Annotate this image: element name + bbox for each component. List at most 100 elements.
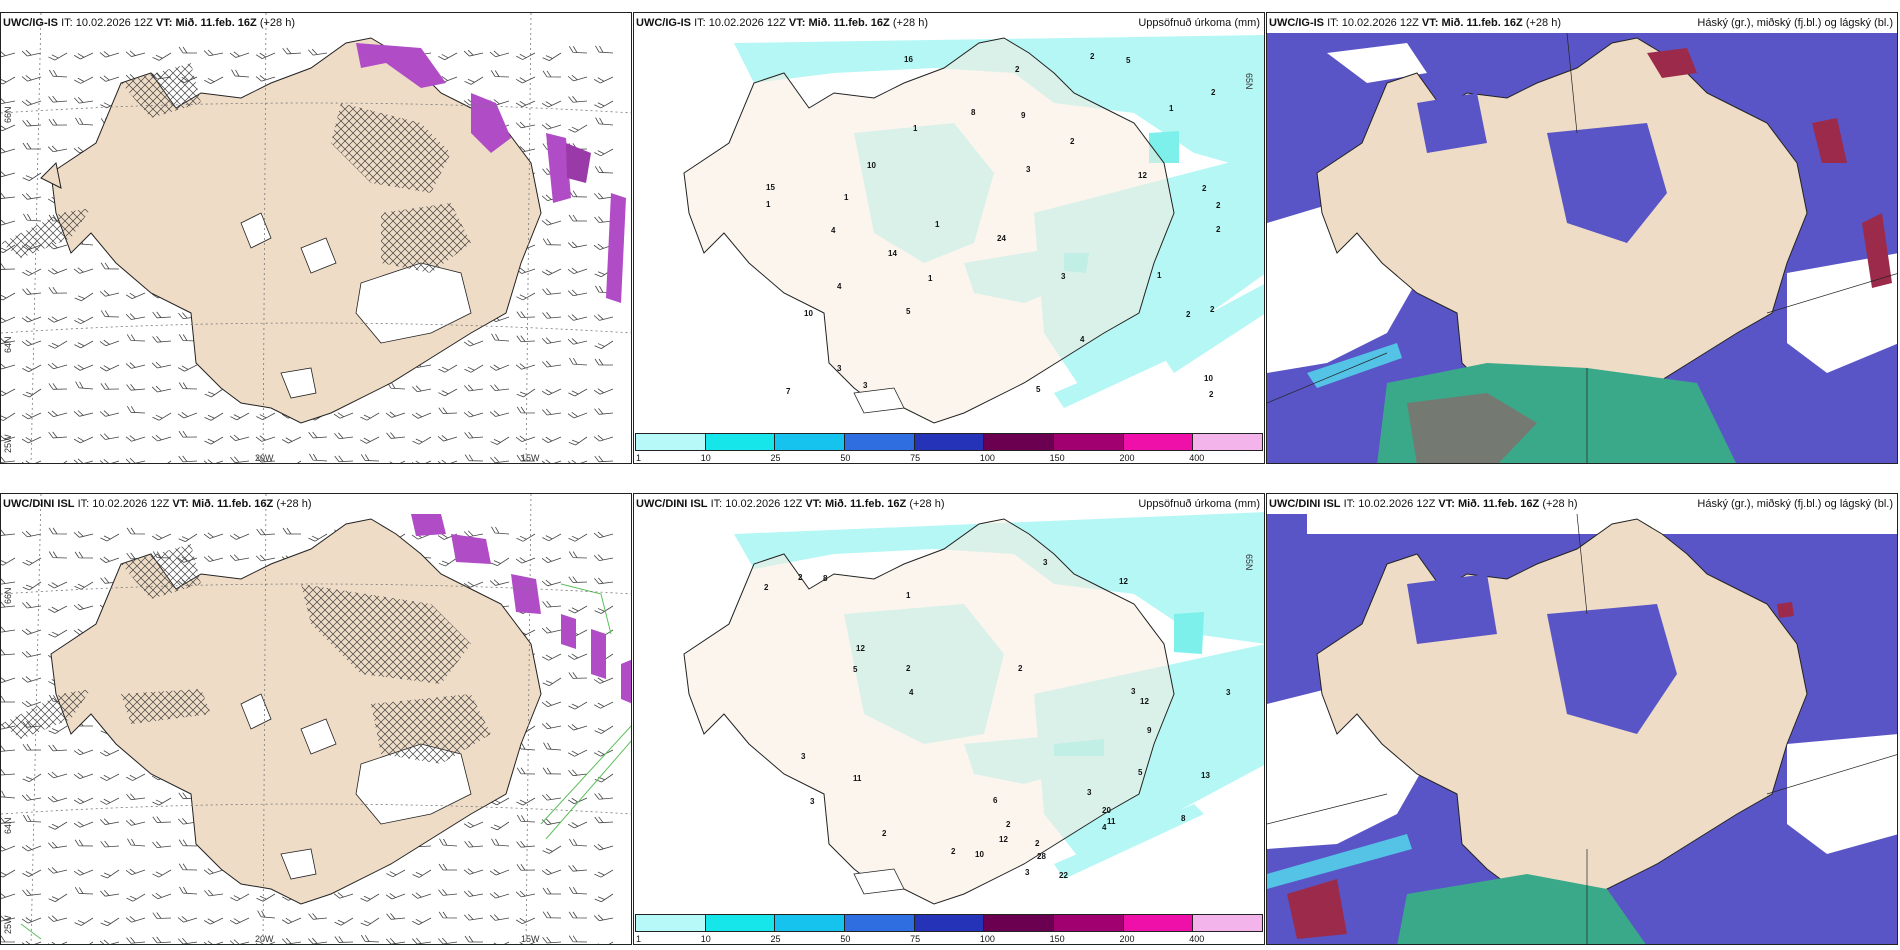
wind-barb <box>22 142 42 150</box>
wind-barb <box>385 411 406 418</box>
wind-barb <box>1 263 16 270</box>
precip-value: 12 <box>1140 697 1149 706</box>
wind-barb <box>230 456 250 463</box>
wind-barb <box>1 869 16 878</box>
wind-barb <box>99 433 120 440</box>
wind-barb <box>541 337 562 344</box>
precip-value: 6 <box>993 796 998 805</box>
wind-barb <box>411 412 432 419</box>
wind-barb <box>126 383 146 391</box>
wind-barb <box>178 937 198 944</box>
wind-barb <box>74 340 94 349</box>
legend-swatch <box>1054 915 1124 931</box>
wind-barb <box>47 410 68 418</box>
precip-value: 9 <box>1147 726 1152 735</box>
wind-barb <box>255 554 276 562</box>
wind-barb <box>48 340 68 349</box>
wind-barb <box>464 76 484 85</box>
wind-barb <box>593 843 614 851</box>
wind-barb <box>490 557 510 567</box>
wind-barb <box>567 241 588 249</box>
wind-barb <box>308 937 328 944</box>
wind-barb <box>99 290 120 297</box>
wind-barb <box>99 339 120 347</box>
wind-barb <box>100 917 120 927</box>
lon-label-15: 15W <box>521 934 540 944</box>
wind-barb <box>463 49 484 57</box>
wind-barb <box>1 648 16 656</box>
lat-label-64: 64N <box>3 817 13 834</box>
wind-barb <box>412 869 432 878</box>
wind-barb <box>73 436 94 444</box>
wind-barb <box>204 889 224 897</box>
wind-barb <box>152 869 172 878</box>
wind-barb <box>333 892 354 899</box>
wind-barb <box>23 814 42 823</box>
wind-barb <box>542 533 562 542</box>
wind-barb <box>541 556 562 564</box>
precip-value: 11 <box>853 774 862 783</box>
wind-barb <box>463 890 484 897</box>
wind-barb <box>48 383 68 390</box>
wind-barb <box>255 435 276 442</box>
it-value: 10.02.2026 12Z <box>75 17 153 29</box>
wind-barb <box>47 795 68 803</box>
vt-label: VT: <box>788 17 806 29</box>
wind-barb <box>48 893 68 903</box>
wind-barb <box>567 289 588 297</box>
wind-barb <box>542 936 562 944</box>
wind-barb <box>204 436 224 445</box>
wind-barb <box>308 913 328 920</box>
wind-barb <box>438 364 458 373</box>
wind-barb <box>1 170 16 178</box>
wind-barb <box>334 936 354 943</box>
wind-barb <box>594 816 614 824</box>
hatch-areas <box>1 63 471 273</box>
vt-label: VT: <box>1438 498 1455 510</box>
wind-barb <box>125 313 146 320</box>
gridlines <box>1 494 631 944</box>
wind-barb <box>541 793 562 801</box>
precip-value: 2 <box>764 583 769 592</box>
wind-barb <box>100 773 120 781</box>
wind-barb <box>593 435 614 442</box>
wind-barb <box>74 292 94 302</box>
wind-barb <box>464 364 484 373</box>
wind-barb <box>490 821 510 831</box>
precip-value: 2 <box>1090 52 1095 61</box>
precip-value: 12 <box>1119 577 1128 586</box>
wind-barb <box>542 408 562 416</box>
wind-barb <box>21 460 42 463</box>
wind-barb <box>542 653 562 661</box>
wind-barb <box>99 556 120 563</box>
wind-barb <box>438 407 458 414</box>
legend-label: 150 <box>1049 934 1065 944</box>
precip-value: 8 <box>823 574 828 583</box>
wind-barb <box>594 893 614 903</box>
precip-value: 15 <box>766 183 775 192</box>
wind-barb <box>178 533 198 542</box>
wind-barb <box>568 533 588 542</box>
wind-barb <box>22 889 42 896</box>
panel-title: Háský (gr.), miðský (fj.bl.) og lágský (… <box>1697 498 1893 510</box>
wind-barb <box>1 676 16 683</box>
wind-barb <box>516 864 536 871</box>
wind-barb <box>308 431 328 439</box>
legend-swatch <box>845 434 915 450</box>
legend-label: 150 <box>1049 453 1065 463</box>
wind-barb <box>1 76 16 85</box>
wind-barb <box>438 388 458 397</box>
precip-value: 3 <box>1131 687 1136 696</box>
wind-barb <box>490 941 510 944</box>
precip-legend <box>635 914 1263 932</box>
wind-barb <box>515 121 536 129</box>
wind-barb <box>74 839 94 847</box>
wind-barb <box>73 531 94 538</box>
wind-barb <box>125 458 146 463</box>
wind-barb <box>594 701 614 709</box>
wind-barb <box>21 917 42 924</box>
wind-barb <box>151 533 172 541</box>
wind-barb <box>515 917 536 925</box>
lat-label-66: 66N <box>3 106 13 123</box>
vt-label: VT: <box>1421 17 1439 29</box>
